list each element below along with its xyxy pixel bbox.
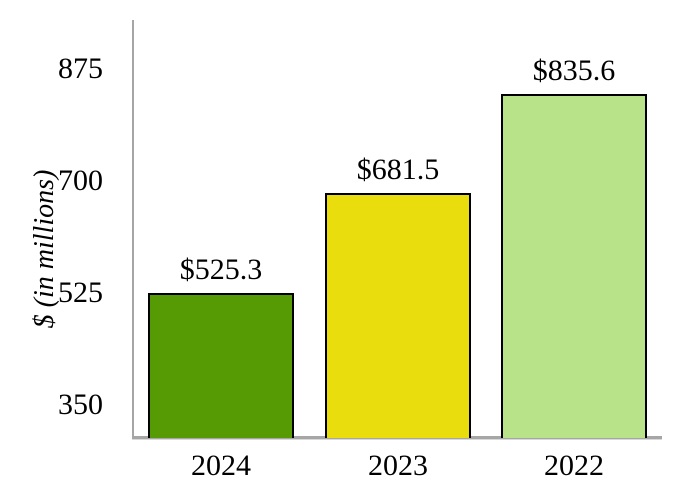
bar-value-label: $681.5: [356, 153, 440, 186]
x-axis-line: [132, 436, 662, 440]
x-axis-category-label: 2023: [368, 449, 428, 482]
bar-2023: [325, 193, 471, 438]
y-tick-label: 875: [58, 52, 103, 86]
bar-value-label: $835.6: [532, 54, 616, 88]
bar-value-label: $525.3: [179, 252, 263, 286]
y-tick-label: 525: [58, 276, 103, 310]
bar-2022: [501, 94, 647, 438]
bar-2024: [148, 292, 294, 438]
y-axis-line: [132, 20, 134, 439]
x-axis-category-label: 2024: [191, 449, 251, 482]
y-tick-label: 700: [58, 164, 103, 198]
x-axis-category-label: 2022: [544, 449, 604, 482]
y-tick-label: 350: [58, 388, 103, 422]
